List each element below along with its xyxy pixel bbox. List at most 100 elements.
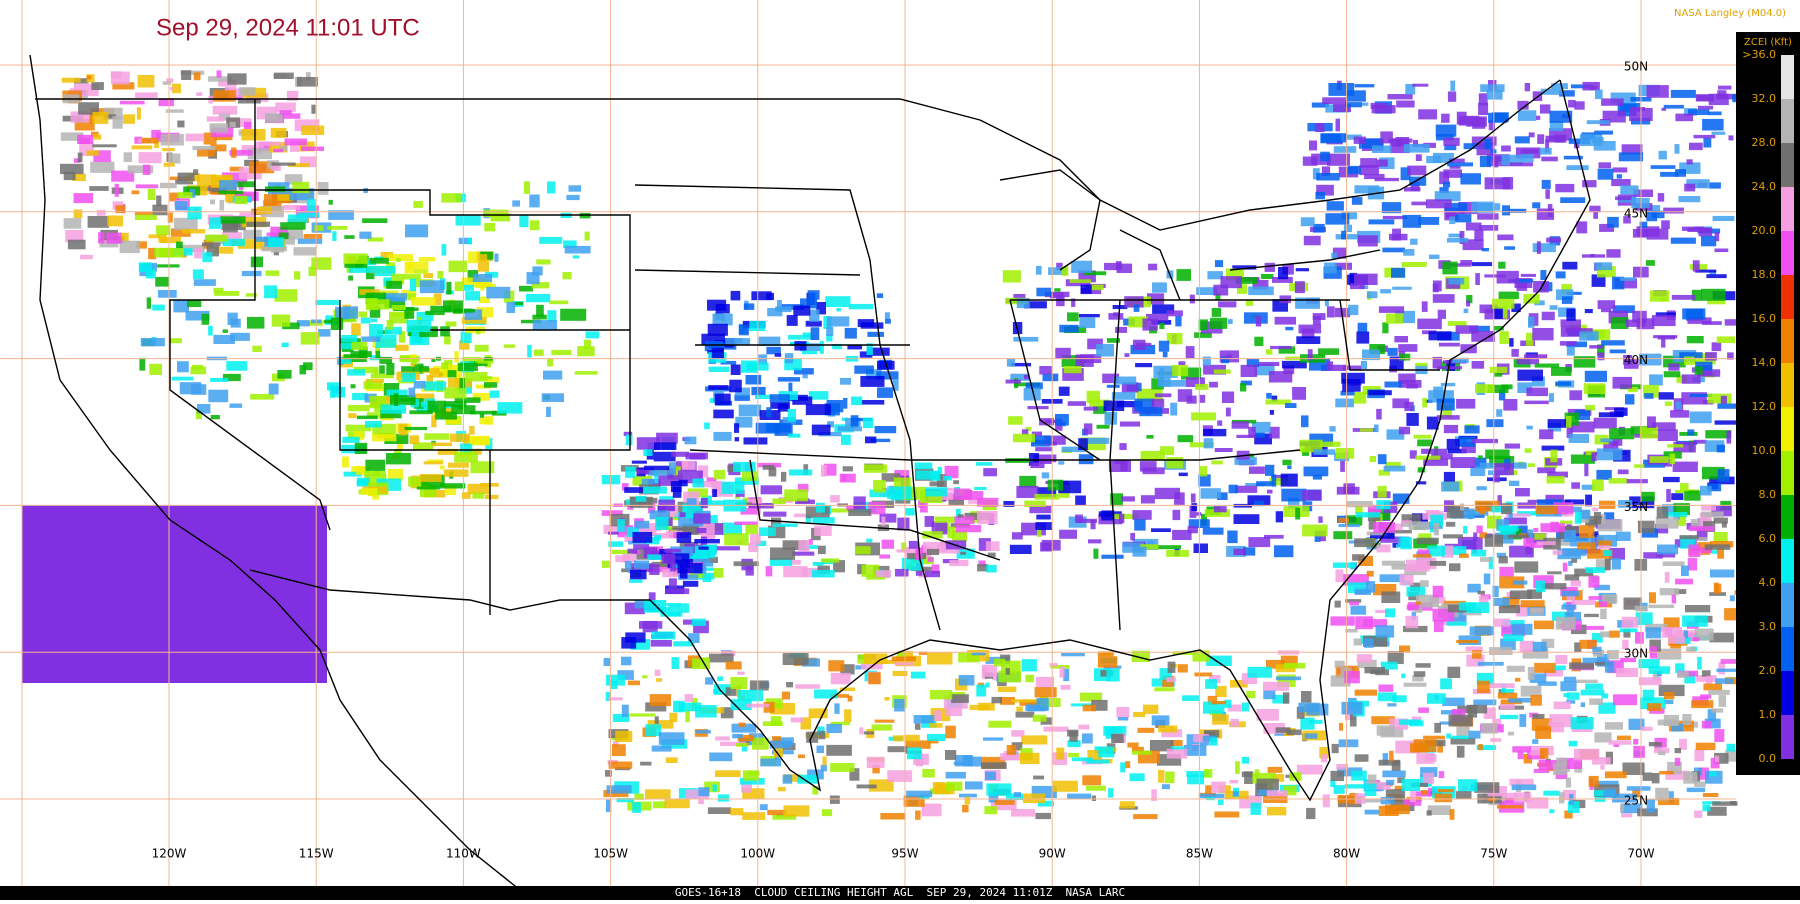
cloud-patch — [1646, 85, 1669, 98]
colorbar-label: 16.0 — [1752, 312, 1777, 325]
cloud-patch — [660, 612, 683, 617]
cloud-patch — [1442, 261, 1458, 275]
cloud-patch — [1410, 181, 1420, 191]
cloud-patch — [1406, 586, 1426, 597]
cloud-patch — [1444, 144, 1457, 151]
cloud-patch — [1359, 428, 1373, 432]
cloud-patch — [1524, 448, 1532, 453]
cloud-patch — [568, 185, 582, 192]
cloud-patch — [1561, 604, 1577, 610]
cloud-patch — [274, 289, 298, 302]
cloud-patch — [1185, 346, 1195, 359]
cloud-patch — [268, 383, 279, 395]
cloud-patch — [1335, 448, 1355, 459]
cloud-patch — [1490, 506, 1510, 513]
cloud-patch — [1374, 424, 1379, 433]
cloud-patch — [454, 351, 459, 363]
cloud-patch — [1584, 309, 1593, 314]
cloud-patch — [1694, 628, 1714, 641]
cloud-patch — [96, 210, 106, 216]
cloud-patch — [1712, 215, 1735, 221]
cloud-patch — [1612, 305, 1635, 313]
cloud-patch — [408, 387, 416, 398]
cloud-patch — [1488, 120, 1495, 131]
cloud-patch — [981, 762, 1007, 769]
cloud-patch — [1200, 488, 1221, 499]
cloud-patch — [1593, 417, 1617, 429]
cloud-patch — [1607, 216, 1619, 228]
cloud-patch — [1554, 134, 1567, 143]
cloud-patch — [1675, 169, 1686, 177]
cloud-patch — [408, 293, 416, 301]
cloud-patch — [1082, 775, 1102, 786]
cloud-patch — [1019, 475, 1037, 488]
cloud-patch — [1306, 807, 1316, 820]
cloud-patch — [411, 393, 435, 402]
cloud-patch — [1235, 277, 1258, 284]
cloud-patch — [74, 118, 95, 131]
cloud-patch — [901, 542, 907, 552]
cloud-patch — [1702, 793, 1719, 798]
cloud-patch — [1570, 84, 1593, 89]
cloud-patch — [396, 258, 401, 262]
cloud-patch — [1403, 144, 1430, 153]
cloud-patch — [987, 552, 996, 558]
cloud-patch — [1714, 583, 1722, 594]
cloud-patch — [1023, 374, 1030, 380]
cloud-patch — [1031, 431, 1043, 437]
cloud-patch — [1483, 707, 1496, 719]
cloud-patch — [622, 554, 637, 563]
cloud-patch — [954, 488, 971, 500]
cloud-patch — [1567, 801, 1580, 813]
cloud-patch — [1380, 536, 1404, 543]
cloud-patch — [1608, 740, 1632, 745]
cloud-patch — [1527, 529, 1534, 541]
cloud-patch — [1530, 695, 1542, 706]
cloud-patch — [388, 468, 404, 481]
cloud-patch — [73, 209, 83, 219]
cloud-patch — [1644, 393, 1654, 399]
cloud-patch — [977, 511, 998, 524]
cloud-patch — [367, 379, 372, 389]
cloud-patch — [1657, 335, 1676, 340]
cloud-patch — [1326, 306, 1335, 318]
cloud-patch — [1225, 354, 1232, 360]
cloud-patch — [1450, 263, 1472, 267]
cloud-patch — [1119, 443, 1127, 450]
cloud-patch — [1275, 511, 1283, 523]
cloud-patch — [1354, 538, 1376, 548]
cloud-patch — [643, 486, 667, 494]
cloud-patch — [1511, 623, 1533, 635]
cloud-patch — [1212, 700, 1226, 705]
cloud-patch — [1449, 216, 1456, 225]
cloud-patch — [1475, 384, 1495, 393]
cloud-patch — [1059, 529, 1077, 539]
cloud-patch — [1714, 420, 1740, 425]
cloud-patch — [1061, 653, 1085, 657]
cloud-patch — [668, 604, 680, 616]
cloud-patch — [1384, 381, 1402, 388]
cloud-patch — [1380, 131, 1393, 144]
cloud-patch — [862, 417, 874, 429]
cloud-patch — [1101, 554, 1124, 559]
cloud-patch — [781, 691, 790, 700]
cloud-patch — [932, 782, 945, 793]
cloud-patch — [1593, 141, 1616, 151]
cloud-patch — [364, 474, 387, 486]
cloud-patch — [180, 70, 205, 75]
cloud-patch — [1591, 633, 1603, 643]
cloud-patch — [867, 331, 884, 337]
cloud-patch — [314, 225, 324, 231]
cloud-patch — [706, 477, 717, 483]
cloud-patch — [1636, 318, 1655, 330]
cloud-patch — [1480, 84, 1505, 92]
cloud-patch — [258, 141, 273, 152]
cloud-patch — [1442, 546, 1467, 555]
cloud-patch — [1388, 138, 1413, 143]
cloud-patch — [265, 270, 280, 276]
cloud-patch — [1621, 616, 1639, 628]
cloud-patch — [1521, 154, 1534, 163]
cloud-patch — [1432, 283, 1439, 293]
cloud-patch — [1423, 458, 1449, 466]
cloud-patch — [1471, 549, 1487, 557]
